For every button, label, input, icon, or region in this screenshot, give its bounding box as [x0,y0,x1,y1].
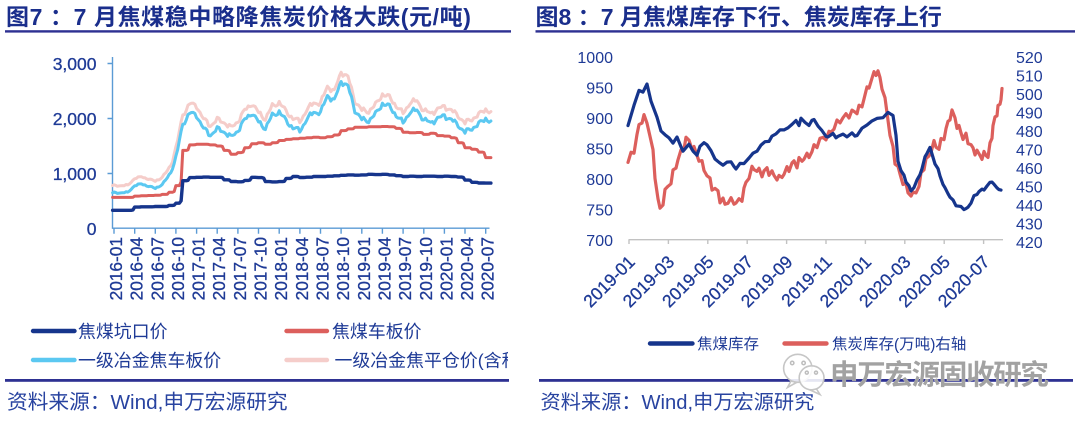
svg-text:): ) [930,336,935,353]
svg-text:(: ( [401,4,409,30]
svg-text:2017-04: 2017-04 [209,237,229,301]
svg-text:1,000: 1,000 [53,164,97,184]
svg-text:2020-07: 2020-07 [478,237,498,300]
svg-text:2016-10: 2016-10 [168,237,188,300]
svg-text:2018-10: 2018-10 [333,237,353,300]
svg-text:): ) [463,4,471,30]
svg-text:2018-07: 2018-07 [313,237,333,300]
svg-text:510: 510 [1016,68,1043,85]
svg-text:(: ( [894,336,900,353]
svg-text:800: 800 [586,172,613,189]
svg-text:430: 430 [1016,216,1043,233]
svg-text:2019-10: 2019-10 [416,237,436,300]
svg-text:(: ( [478,351,484,371]
svg-text:2019-04: 2019-04 [374,237,394,301]
svg-text:7: 7 [74,4,87,30]
svg-text:0: 0 [87,219,97,239]
svg-text:3,000: 3,000 [53,54,97,74]
svg-text:2018-01: 2018-01 [271,237,291,300]
svg-text:520: 520 [1016,50,1043,67]
svg-text:470: 470 [1016,142,1043,159]
svg-text:2,000: 2,000 [53,109,97,129]
svg-text:750: 750 [586,202,613,219]
svg-text:2017-01: 2017-01 [189,237,209,300]
svg-text:2016-01: 2016-01 [106,237,126,300]
svg-text:/: / [433,4,440,30]
svg-text:420: 420 [1016,235,1043,252]
svg-text:2016-04: 2016-04 [127,237,147,301]
svg-text:2020-04: 2020-04 [457,237,477,301]
svg-text:850: 850 [586,141,613,158]
svg-text:7: 7 [30,4,43,30]
svg-text:450: 450 [1016,179,1043,196]
svg-text:2019-07: 2019-07 [395,237,415,300]
svg-text:Wind,: Wind, [642,392,694,414]
svg-text:1000: 1000 [577,50,613,67]
svg-text:2016-07: 2016-07 [147,237,167,300]
svg-text:2017-07: 2017-07 [230,237,250,300]
svg-text:460: 460 [1016,161,1043,178]
svg-text:700: 700 [586,233,613,250]
svg-text:480: 480 [1016,124,1043,141]
svg-text:8: 8 [559,4,572,30]
svg-text:500: 500 [1016,87,1043,104]
svg-text:2019-01: 2019-01 [354,237,374,300]
svg-text:7: 7 [601,4,614,30]
svg-text:2020-01: 2020-01 [436,237,456,300]
svg-text:2018-04: 2018-04 [292,237,312,301]
svg-text:Wind,: Wind, [111,391,164,414]
svg-text:900: 900 [586,111,613,128]
svg-text:440: 440 [1016,198,1043,215]
svg-text:950: 950 [586,80,613,97]
svg-text:2017-10: 2017-10 [251,237,271,300]
svg-text:490: 490 [1016,105,1043,122]
